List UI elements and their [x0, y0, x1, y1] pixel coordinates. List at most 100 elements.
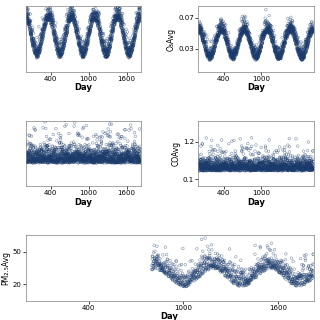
Point — [223, 163, 228, 168]
Point — [73, 18, 78, 23]
Point — [283, 159, 288, 164]
Point — [74, 27, 79, 32]
Point — [245, 146, 250, 151]
Point — [279, 158, 284, 164]
Point — [222, 30, 227, 36]
Point — [287, 28, 292, 34]
Point — [48, 13, 53, 18]
Point — [246, 33, 251, 38]
Point — [118, 18, 123, 23]
Point — [280, 164, 285, 169]
Point — [226, 157, 231, 162]
Point — [69, 14, 75, 20]
Point — [254, 164, 259, 169]
Point — [200, 37, 205, 43]
Point — [291, 168, 296, 173]
Point — [297, 167, 302, 172]
Point — [244, 168, 249, 173]
Point — [209, 167, 214, 172]
Point — [41, 17, 46, 22]
Point — [279, 52, 284, 57]
Point — [36, 46, 41, 51]
Point — [44, 156, 49, 161]
Point — [97, 27, 102, 32]
Point — [207, 156, 212, 162]
Point — [280, 147, 285, 152]
Point — [241, 25, 246, 30]
Point — [293, 157, 298, 163]
Point — [272, 44, 277, 49]
Point — [245, 30, 250, 35]
Point — [23, 154, 28, 159]
Point — [150, 267, 155, 272]
Point — [105, 152, 110, 157]
Point — [253, 52, 258, 57]
Point — [212, 265, 218, 270]
Point — [152, 262, 157, 267]
Point — [102, 49, 108, 54]
Point — [224, 164, 229, 169]
Point — [265, 168, 270, 173]
Point — [56, 49, 61, 54]
Point — [33, 49, 38, 54]
Point — [61, 153, 67, 158]
Point — [293, 32, 299, 37]
Point — [307, 34, 312, 39]
Point — [295, 35, 300, 40]
Point — [286, 26, 291, 31]
Point — [111, 157, 116, 163]
Point — [247, 280, 252, 285]
Point — [51, 132, 56, 137]
Point — [24, 154, 29, 159]
Point — [276, 260, 281, 265]
Point — [272, 47, 277, 52]
Point — [215, 161, 220, 166]
Point — [66, 23, 71, 28]
Point — [197, 30, 202, 35]
Point — [91, 15, 96, 20]
Point — [118, 154, 124, 159]
Point — [284, 28, 289, 34]
Point — [232, 56, 237, 61]
Point — [177, 282, 182, 287]
Point — [220, 31, 225, 36]
Point — [92, 158, 97, 163]
Point — [61, 160, 67, 165]
Point — [255, 158, 260, 164]
Point — [271, 43, 276, 48]
Point — [138, 157, 143, 162]
Point — [290, 161, 295, 166]
Point — [116, 146, 121, 151]
Point — [280, 48, 285, 53]
Point — [240, 167, 245, 172]
Point — [112, 157, 117, 162]
Point — [232, 45, 237, 51]
Point — [134, 156, 139, 161]
Point — [240, 28, 245, 34]
Point — [40, 160, 45, 165]
Point — [110, 28, 115, 33]
Point — [262, 168, 267, 173]
Point — [73, 150, 78, 156]
Point — [28, 33, 34, 38]
Point — [285, 23, 290, 28]
Point — [238, 163, 243, 168]
Point — [128, 47, 133, 52]
Point — [133, 157, 139, 162]
Point — [87, 155, 92, 160]
Point — [60, 47, 65, 52]
Point — [43, 157, 48, 163]
Point — [223, 33, 228, 38]
Point — [27, 19, 32, 24]
Point — [256, 164, 261, 169]
Point — [265, 166, 270, 171]
Point — [305, 158, 310, 163]
Point — [42, 158, 47, 163]
Point — [67, 12, 72, 17]
Point — [50, 155, 55, 160]
Point — [120, 152, 125, 157]
Point — [37, 159, 42, 164]
Point — [233, 277, 238, 283]
Point — [53, 153, 58, 158]
Point — [286, 167, 291, 172]
